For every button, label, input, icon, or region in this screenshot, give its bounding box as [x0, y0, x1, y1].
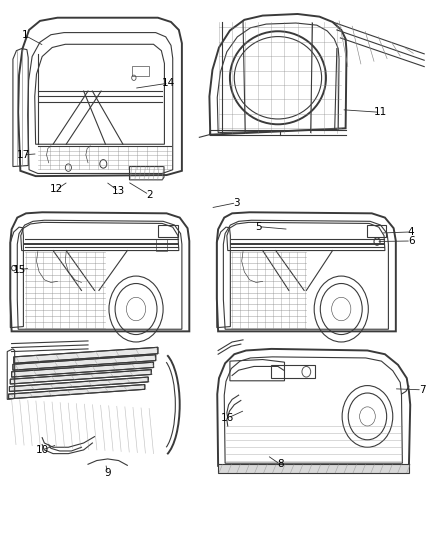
Text: 7: 7 [419, 385, 425, 395]
Polygon shape [11, 369, 151, 384]
Polygon shape [12, 362, 153, 377]
Text: 6: 6 [408, 236, 414, 246]
Text: 12: 12 [50, 184, 63, 195]
Polygon shape [14, 348, 158, 364]
Text: 3: 3 [233, 198, 240, 208]
Text: 16: 16 [221, 413, 234, 423]
Polygon shape [13, 355, 155, 370]
Polygon shape [218, 464, 409, 473]
Text: 5: 5 [255, 222, 261, 232]
Text: 8: 8 [277, 459, 283, 469]
Text: 2: 2 [146, 190, 152, 200]
Text: 9: 9 [104, 468, 111, 478]
Text: 4: 4 [408, 227, 414, 237]
Polygon shape [9, 384, 145, 399]
Text: 13: 13 [112, 186, 125, 196]
Text: 1: 1 [21, 30, 28, 41]
Text: 15: 15 [12, 265, 26, 274]
Polygon shape [10, 377, 148, 391]
Text: 17: 17 [17, 150, 30, 160]
Text: 14: 14 [162, 78, 175, 88]
Text: 10: 10 [35, 445, 49, 455]
Text: 11: 11 [374, 107, 387, 117]
